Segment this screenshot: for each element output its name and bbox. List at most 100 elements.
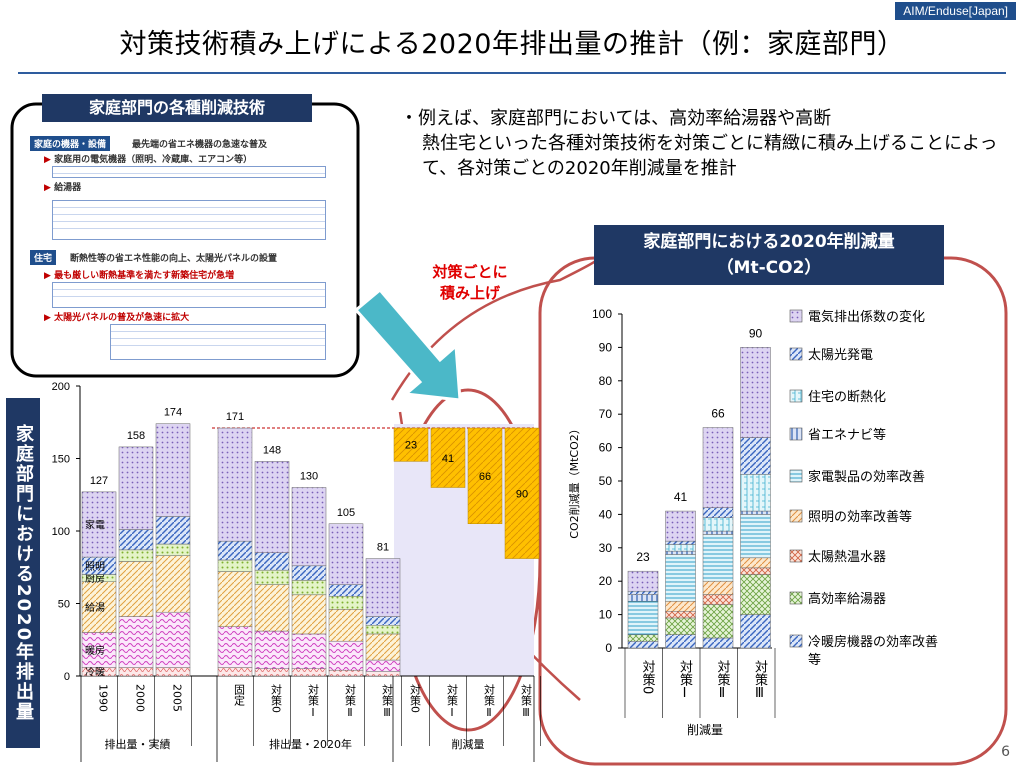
right-bar-segment — [702, 534, 734, 582]
right-bar-total: 41 — [674, 490, 688, 504]
right-title-line-1: 家庭部門における2020年削減量 — [643, 232, 895, 252]
left-bar-total: 81 — [377, 542, 389, 554]
reduction-bar-label: 90 — [516, 488, 528, 500]
right-x-axis-label: 削減量 — [687, 722, 723, 737]
left-group-label: 排出量・2020年 — [269, 737, 352, 751]
left-bar-segment — [328, 584, 364, 597]
left-segment-label: 給湯 — [85, 601, 105, 614]
left-bar-segment — [365, 558, 401, 617]
right-x-category-label: 対策Ⅰ — [677, 660, 693, 701]
right-bar-segment — [740, 474, 771, 512]
left-segment-label: 暖房 — [85, 644, 105, 657]
left-y-tick-label: 200 — [52, 381, 70, 393]
title-underline — [18, 72, 1006, 74]
right-x-category-label: 対策0 — [640, 660, 656, 694]
source-tag: AIM/Enduse[Japan] — [895, 2, 1016, 20]
thumb-sec2-desc: 断熱性等の省エネ性能の向上、太陽光パネルの設置 — [70, 254, 278, 264]
right-bar-total: 23 — [636, 550, 650, 564]
slide-title: 対策技術積み上げによる2020年排出量の推計（例：家庭部門） — [119, 29, 905, 60]
left-bar-segment — [254, 461, 290, 553]
left-bar-segment — [217, 427, 253, 542]
reduction-bar-label: 41 — [442, 453, 454, 465]
right-legend-label: 家電製品の効率改善 — [808, 469, 925, 485]
left-bar-segment — [155, 555, 191, 613]
left-x-category-label: 対策Ⅰ — [446, 683, 459, 719]
left-bar-segment — [328, 640, 364, 671]
thumb-table-4 — [110, 324, 326, 360]
left-bar-total: 171 — [226, 411, 244, 423]
left-segment-label: 厨房 — [85, 572, 105, 585]
left-bar-segment — [118, 529, 154, 551]
left-x-category-label: 2000 — [134, 684, 147, 712]
right-bar-segment — [665, 544, 696, 552]
left-bar-segment — [217, 559, 253, 572]
left-bar-segment — [155, 543, 191, 556]
left-bar-total: 127 — [90, 475, 108, 487]
left-bar-segment — [254, 630, 290, 669]
right-legend-label-cont: 等 — [808, 652, 821, 668]
right-x-category-label: 対策Ⅲ — [752, 660, 768, 701]
right-legend-label: 太陽光発電 — [808, 348, 873, 363]
left-segment-label: 家電 — [85, 518, 105, 531]
left-x-category-label: 対策0 — [270, 683, 283, 713]
right-bar-segment — [740, 557, 771, 569]
right-bar-segment — [740, 567, 771, 575]
right-chart-title: 家庭部門における2020年削減量 （Mt-CO2） — [594, 225, 944, 285]
right-legend-label: 太陽熱温水器 — [808, 550, 886, 565]
right-bar-segment — [702, 637, 734, 649]
left-bar-segment — [254, 584, 290, 632]
left-bar-total: 105 — [337, 507, 355, 519]
left-bar-segment — [365, 671, 401, 677]
right-legend-swatch — [789, 427, 803, 441]
right-legend-swatch — [789, 509, 803, 523]
left-segment-label: 照明 — [85, 561, 105, 573]
left-y-tick-label: 50 — [58, 599, 70, 611]
thumb-sec1-desc: 最先端の省エネ機器の急速な普及 — [132, 140, 268, 150]
right-bar-segment — [665, 634, 696, 649]
page-number: 6 — [1001, 744, 1010, 760]
left-bar-total: 174 — [164, 407, 182, 419]
thumb-table-3 — [52, 282, 326, 308]
left-x-category-label: 対策Ⅰ — [307, 683, 320, 719]
left-bar-segment — [118, 446, 154, 530]
right-y-tick-label: 0 — [605, 641, 612, 655]
left-bar-segment — [291, 633, 327, 670]
left-bar-segment — [155, 423, 191, 517]
reduction-bar — [393, 427, 429, 462]
right-bar-segment — [740, 574, 771, 615]
left-bar-segment — [217, 626, 253, 668]
reduction-bar — [430, 427, 466, 488]
thumb-sec2: 住宅 — [30, 250, 57, 265]
right-bar-segment — [740, 437, 771, 475]
right-legend-swatch — [789, 634, 803, 648]
bullet-text: ・例えば、家庭部門においては、高効率給湯器や高断 熱住宅といった各種対策技術を対… — [400, 106, 1000, 181]
right-bar-segment — [665, 554, 696, 602]
left-bar-segment — [328, 596, 364, 610]
left-x-category-label: 1990 — [97, 684, 110, 712]
right-bar-segment — [665, 510, 696, 542]
right-bar-segment — [627, 641, 659, 649]
right-y-tick-label: 30 — [599, 541, 613, 555]
right-bar-segment — [740, 510, 771, 515]
left-bar-segment — [118, 561, 154, 617]
right-bar-total: 66 — [711, 407, 725, 421]
right-y-axis-label: CO2削減量（MtCO2） — [567, 423, 581, 538]
right-legend-swatch — [789, 347, 803, 361]
left-x-category-label: 対策Ⅱ — [483, 683, 496, 719]
right-y-tick-label: 80 — [599, 374, 613, 388]
stacking-note: 対策ごとに 積み上げ — [420, 262, 520, 304]
right-legend-label: 照明の効率改善等 — [808, 509, 912, 525]
thumb-sub2: ▶ 給湯器 — [44, 183, 82, 193]
right-legend-label: 住宅の断熱化 — [808, 390, 886, 405]
note-line-2: 積み上げ — [439, 284, 500, 302]
left-bar-segment — [217, 667, 253, 677]
stacking-arrow — [353, 287, 462, 402]
left-x-category-label: 対策Ⅲ — [381, 683, 394, 719]
right-bar-segment — [702, 530, 734, 535]
reduction-bar — [504, 427, 540, 559]
right-legend-label: 冷暖房機器の効率改善 — [808, 634, 938, 650]
right-y-tick-label: 50 — [599, 474, 613, 488]
left-group-label: 排出量・実績 — [105, 737, 171, 751]
left-bar-segment — [291, 668, 327, 677]
left-bar-segment — [217, 571, 253, 627]
